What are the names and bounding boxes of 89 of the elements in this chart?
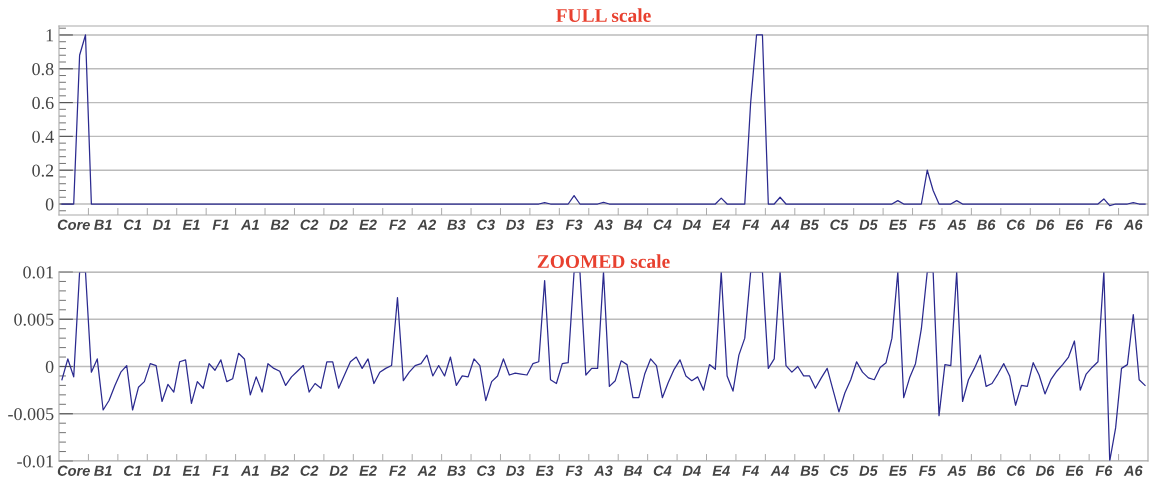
x-tick-label: B4 bbox=[623, 465, 642, 476]
x-tick-label: D2 bbox=[329, 465, 348, 476]
x-tick-label: B1 bbox=[94, 219, 112, 230]
chart-title: ZOOMED scale bbox=[537, 254, 670, 269]
x-tick-label: D3 bbox=[506, 465, 525, 476]
x-tick-label: A3 bbox=[593, 219, 613, 230]
x-tick-label: B5 bbox=[800, 219, 820, 230]
x-tick-label: D2 bbox=[329, 219, 348, 230]
x-tick-label: E1 bbox=[182, 219, 200, 230]
x-tick-label: C6 bbox=[1006, 465, 1025, 476]
x-tick-label: E3 bbox=[535, 465, 554, 476]
line-series bbox=[61, 272, 1146, 461]
y-tick-label: 0.2 bbox=[32, 164, 54, 177]
y-tick-label: 0.005 bbox=[14, 313, 54, 326]
x-tick-label: A1 bbox=[240, 465, 259, 476]
y-tick-label: 0.6 bbox=[32, 96, 54, 110]
y-tick-label: 0.8 bbox=[32, 63, 54, 76]
x-tick-label: B2 bbox=[270, 465, 289, 476]
x-tick-label: C4 bbox=[653, 219, 672, 230]
x-tick-label: E4 bbox=[712, 465, 730, 476]
x-tick-label: C3 bbox=[477, 219, 495, 230]
x-tick-label: C1 bbox=[123, 465, 142, 476]
x-tick-label: C4 bbox=[653, 465, 672, 476]
x-tick-label: D4 bbox=[682, 465, 701, 476]
x-tick-label: D1 bbox=[152, 219, 171, 230]
x-tick-label: A2 bbox=[417, 219, 437, 230]
x-tick-label: A5 bbox=[947, 219, 967, 230]
x-tick-label: C6 bbox=[1006, 219, 1025, 230]
y-tick-label: 0.4 bbox=[32, 130, 54, 143]
x-tick-label: A5 bbox=[947, 465, 967, 476]
y-tick-label: 0 bbox=[45, 198, 54, 211]
y-tick-label: 0 bbox=[45, 360, 54, 373]
x-tick-label: E3 bbox=[535, 219, 554, 230]
x-tick-label: E2 bbox=[359, 465, 377, 476]
x-tick-label: E6 bbox=[1065, 465, 1084, 476]
x-tick-label: F3 bbox=[565, 219, 583, 230]
x-tick-label: E5 bbox=[889, 219, 907, 230]
x-tick-label: B3 bbox=[447, 219, 466, 230]
x-tick-label: A2 bbox=[417, 465, 437, 476]
x-tick-label: F5 bbox=[919, 219, 936, 230]
line-series bbox=[61, 34, 1146, 207]
y-tick-label: -0.005 bbox=[8, 408, 54, 421]
x-tick-label: F4 bbox=[742, 465, 759, 476]
x-tick-label: F5 bbox=[919, 465, 936, 476]
x-tick-label: A3 bbox=[593, 465, 613, 476]
x-tick-label: B6 bbox=[977, 465, 996, 476]
x-tick-label: A6 bbox=[1123, 465, 1143, 476]
x-tick-label: F4 bbox=[742, 219, 759, 230]
x-tick-label: A6 bbox=[1123, 219, 1143, 230]
x-tick-label: D6 bbox=[1035, 219, 1055, 230]
x-tick-label: D4 bbox=[682, 219, 701, 230]
x-tick-label: F2 bbox=[389, 219, 406, 230]
y-tick-label: 1 bbox=[46, 29, 54, 42]
x-tick-label: F1 bbox=[212, 219, 229, 230]
x-tick-label: A4 bbox=[770, 219, 790, 230]
y-tick-label: -0.01 bbox=[17, 455, 54, 468]
x-tick-label: F6 bbox=[1095, 465, 1113, 476]
x-tick-label: B2 bbox=[270, 219, 289, 230]
x-tick-label: B3 bbox=[447, 465, 466, 476]
x-tick-label: E5 bbox=[889, 465, 907, 476]
x-tick-label: D6 bbox=[1035, 465, 1055, 476]
x-tick-label: F3 bbox=[565, 465, 583, 476]
x-tick-label: B1 bbox=[94, 465, 112, 476]
x-tick-label: A1 bbox=[240, 219, 259, 230]
x-tick-label: B4 bbox=[623, 219, 642, 230]
x-tick-label: E1 bbox=[182, 465, 200, 476]
x-tick-label: F2 bbox=[389, 465, 406, 476]
x-tick-label: Core bbox=[57, 219, 90, 230]
x-tick-label: B5 bbox=[800, 465, 820, 476]
x-tick-label: D5 bbox=[859, 465, 878, 476]
x-tick-label: C5 bbox=[830, 219, 849, 230]
x-tick-label: F1 bbox=[212, 465, 229, 476]
x-tick-label: C2 bbox=[300, 219, 319, 230]
x-tick-label: D1 bbox=[152, 465, 171, 476]
x-tick-label: D3 bbox=[506, 219, 525, 230]
x-tick-label: C2 bbox=[300, 465, 319, 476]
x-tick-label: D5 bbox=[859, 219, 878, 230]
x-tick-label: E6 bbox=[1065, 219, 1084, 230]
x-tick-label: C5 bbox=[830, 465, 849, 476]
x-tick-label: Core bbox=[57, 465, 90, 476]
x-tick-label: B6 bbox=[977, 219, 996, 230]
x-tick-label: A4 bbox=[770, 465, 790, 476]
x-tick-label: C3 bbox=[477, 465, 495, 476]
chart-title: FULL scale bbox=[556, 8, 651, 23]
x-tick-label: F6 bbox=[1095, 219, 1113, 230]
y-tick-label: 0.01 bbox=[23, 266, 54, 279]
x-tick-label: C1 bbox=[123, 219, 142, 230]
x-tick-label: E2 bbox=[359, 219, 377, 230]
x-tick-label: E4 bbox=[712, 219, 730, 230]
